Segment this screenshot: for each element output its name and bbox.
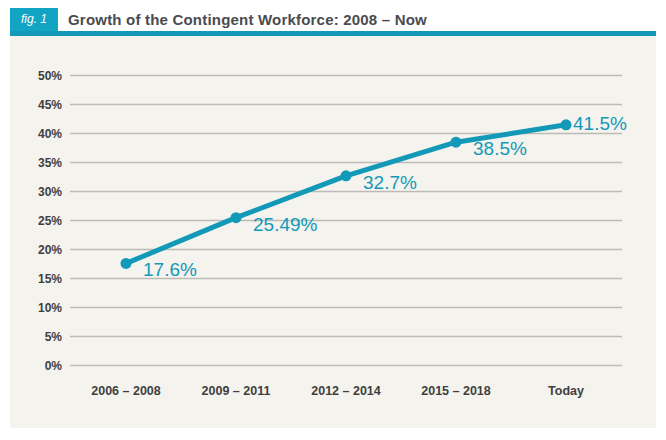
- data-point-value-label: 17.6%: [143, 259, 197, 281]
- line-chart-canvas: [10, 36, 656, 428]
- figure-1-chart: fig. 1 Growth of the Contingent Workforc…: [0, 0, 666, 440]
- x-axis-tick-label: 2006 – 2008: [91, 384, 161, 398]
- x-axis-tick-label: Today: [548, 384, 584, 398]
- data-point-marker: [121, 258, 132, 269]
- figure-number-badge: fig. 1: [10, 8, 58, 31]
- chart-title: Growth of the Contingent Workforce: 2008…: [68, 8, 427, 31]
- data-point-marker: [341, 170, 352, 181]
- data-point-value-label: 25.49%: [253, 214, 317, 236]
- data-point-marker: [451, 137, 462, 148]
- data-point-marker: [231, 212, 242, 223]
- data-point-value-label: 38.5%: [473, 138, 527, 160]
- chart-plot-panel: 0%5%10%15%20%25%30%35%40%45%50%17.6%25.4…: [10, 36, 656, 428]
- x-axis-tick-label: 2009 – 2011: [202, 384, 271, 398]
- data-point-marker: [561, 119, 572, 130]
- x-axis-tick-label: 2012 – 2014: [311, 384, 381, 398]
- x-axis-tick-label: 2015 – 2018: [421, 384, 491, 398]
- data-point-value-label: 41.5%: [573, 113, 627, 135]
- data-point-value-label: 32.7%: [363, 172, 417, 194]
